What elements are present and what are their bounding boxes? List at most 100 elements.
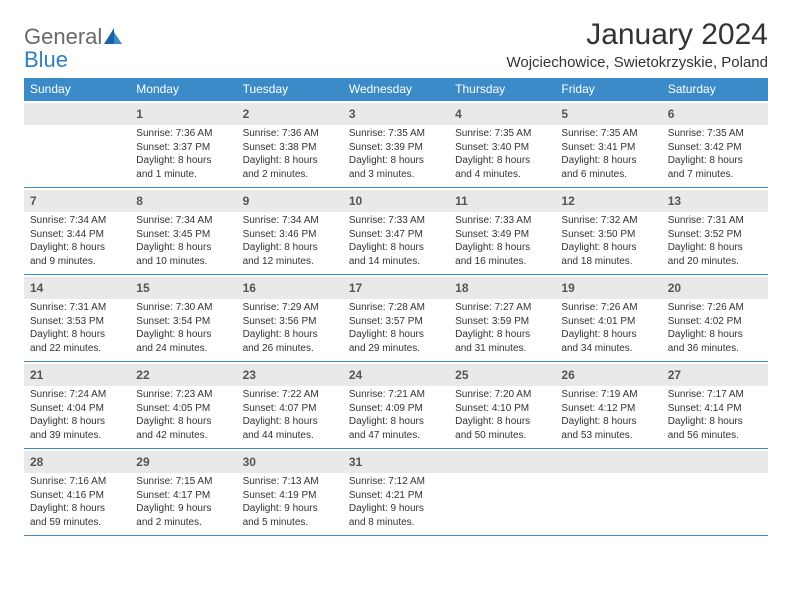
day-cell: 20Sunrise: 7:26 AMSunset: 4:02 PMDayligh…	[662, 275, 768, 361]
day-detail-ss: Sunset: 4:05 PM	[136, 402, 230, 416]
day-cell: 13Sunrise: 7:31 AMSunset: 3:52 PMDayligh…	[662, 188, 768, 274]
day-detail-sr: Sunrise: 7:26 AM	[561, 301, 655, 315]
day-detail-sr: Sunrise: 7:21 AM	[349, 388, 443, 402]
day-cell: 28Sunrise: 7:16 AMSunset: 4:16 PMDayligh…	[24, 449, 130, 535]
day-detail-dl2: and 7 minutes.	[668, 168, 762, 182]
day-number: 20	[668, 281, 681, 295]
day-cell: 23Sunrise: 7:22 AMSunset: 4:07 PMDayligh…	[237, 362, 343, 448]
day-detail-dl2: and 56 minutes.	[668, 429, 762, 443]
day-detail-dl1: Daylight: 8 hours	[455, 415, 549, 429]
day-number: 8	[136, 194, 143, 208]
day-number-bar: 10	[343, 190, 449, 212]
day-number-bar-empty	[449, 451, 555, 473]
dayhead-sun: Sunday	[24, 78, 130, 101]
day-detail-dl2: and 3 minutes.	[349, 168, 443, 182]
day-detail-ss: Sunset: 4:07 PM	[243, 402, 337, 416]
day-number: 24	[349, 368, 362, 382]
day-detail-dl2: and 9 minutes.	[30, 255, 124, 269]
day-cell: 7Sunrise: 7:34 AMSunset: 3:44 PMDaylight…	[24, 188, 130, 274]
day-number-bar: 13	[662, 190, 768, 212]
day-cell: 14Sunrise: 7:31 AMSunset: 3:53 PMDayligh…	[24, 275, 130, 361]
day-detail-ss: Sunset: 3:38 PM	[243, 141, 337, 155]
day-detail-ss: Sunset: 3:52 PM	[668, 228, 762, 242]
day-header-row: Sunday Monday Tuesday Wednesday Thursday…	[24, 78, 768, 101]
day-detail-dl2: and 1 minute.	[136, 168, 230, 182]
day-detail-sr: Sunrise: 7:17 AM	[668, 388, 762, 402]
day-detail-ss: Sunset: 4:09 PM	[349, 402, 443, 416]
day-number-bar-empty	[24, 103, 130, 125]
day-number: 7	[30, 194, 37, 208]
week-row: 7 Sunrise: 7:34 AM Sunset: 3:44 PM Daylight…	[24, 188, 768, 275]
day-number-bar: 31	[343, 451, 449, 473]
day-detail-dl2: and 2 minutes.	[136, 516, 230, 530]
day-number: 1	[136, 107, 143, 121]
dayhead-thu: Thursday	[449, 78, 555, 101]
day-detail-dl1: Daylight: 8 hours	[561, 328, 655, 342]
day-number: 9	[243, 194, 250, 208]
logo-sail-icon	[104, 28, 122, 49]
day-detail-dl1: Daylight: 9 hours	[243, 502, 337, 516]
day-detail-dl1: Daylight: 8 hours	[455, 328, 549, 342]
day-detail-dl2: and 34 minutes.	[561, 342, 655, 356]
day-detail-dl1: Daylight: 8 hours	[561, 241, 655, 255]
day-cell: 27Sunrise: 7:17 AMSunset: 4:14 PMDayligh…	[662, 362, 768, 448]
day-number-bar: 21	[24, 364, 130, 386]
day-detail-dl1: Daylight: 8 hours	[243, 154, 337, 168]
day-number: 19	[561, 281, 574, 295]
header: General Blue January 2024 Wojciechowice,…	[24, 18, 768, 72]
day-detail-ss: Sunset: 3:53 PM	[30, 315, 124, 329]
day-number: 16	[243, 281, 256, 295]
calendar-grid: Sunday Monday Tuesday Wednesday Thursday…	[24, 78, 768, 536]
day-cell: 10Sunrise: 7:33 AMSunset: 3:47 PMDayligh…	[343, 188, 449, 274]
day-detail-dl1: Daylight: 8 hours	[349, 241, 443, 255]
month-title: January 2024	[507, 18, 769, 52]
dayhead-tue: Tuesday	[237, 78, 343, 101]
day-number-bar-empty	[662, 451, 768, 473]
day-detail-sr: Sunrise: 7:30 AM	[136, 301, 230, 315]
day-detail-ss: Sunset: 3:45 PM	[136, 228, 230, 242]
day-detail-sr: Sunrise: 7:31 AM	[668, 214, 762, 228]
day-cell: 21Sunrise: 7:24 AMSunset: 4:04 PMDayligh…	[24, 362, 130, 448]
day-detail-sr: Sunrise: 7:27 AM	[455, 301, 549, 315]
day-detail-ss: Sunset: 3:41 PM	[561, 141, 655, 155]
week-row: 21Sunrise: 7:24 AMSunset: 4:04 PMDayligh…	[24, 362, 768, 449]
day-detail-ss: Sunset: 3:44 PM	[30, 228, 124, 242]
week-row: 1Sunrise: 7:36 AMSunset: 3:37 PMDaylight…	[24, 101, 768, 188]
logo: General Blue	[24, 18, 122, 72]
day-number: 23	[243, 368, 256, 382]
day-detail-dl1: Daylight: 8 hours	[349, 154, 443, 168]
day-detail-dl2: and 24 minutes.	[136, 342, 230, 356]
day-number-bar: 26	[555, 364, 661, 386]
day-number-bar: 28	[24, 451, 130, 473]
day-number: 18	[455, 281, 468, 295]
day-cell-empty	[555, 449, 661, 535]
day-detail-ss: Sunset: 4:10 PM	[455, 402, 549, 416]
day-number-bar: 2	[237, 103, 343, 125]
day-number-bar: 3	[343, 103, 449, 125]
day-detail-dl1: Daylight: 8 hours	[668, 415, 762, 429]
day-detail-sr: Sunrise: 7:24 AM	[30, 388, 124, 402]
day-detail-dl1: Daylight: 8 hours	[455, 241, 549, 255]
day-detail-dl1: Daylight: 8 hours	[30, 415, 124, 429]
day-cell-empty	[449, 449, 555, 535]
day-detail-ss: Sunset: 3:49 PM	[455, 228, 549, 242]
day-detail-sr: Sunrise: 7:19 AM	[561, 388, 655, 402]
day-detail-ss: Sunset: 3:40 PM	[455, 141, 549, 155]
day-cell-empty	[662, 449, 768, 535]
day-cell: 24Sunrise: 7:21 AMSunset: 4:09 PMDayligh…	[343, 362, 449, 448]
day-number: 13	[668, 194, 681, 208]
day-number: 5	[561, 107, 568, 121]
day-number: 26	[561, 368, 574, 382]
day-detail-ss: Sunset: 3:56 PM	[243, 315, 337, 329]
day-detail-dl2: and 18 minutes.	[561, 255, 655, 269]
day-number: 30	[243, 455, 256, 469]
day-cell: 30Sunrise: 7:13 AMSunset: 4:19 PMDayligh…	[237, 449, 343, 535]
calendar-page: General Blue January 2024 Wojciechowice,…	[0, 0, 792, 536]
day-detail-dl1: Daylight: 8 hours	[243, 415, 337, 429]
day-detail-sr: Sunrise: 7:34 AM	[136, 214, 230, 228]
day-detail-dl1: Daylight: 8 hours	[136, 328, 230, 342]
day-detail-sr: Sunrise: 7:35 AM	[349, 127, 443, 141]
dayhead-mon: Monday	[130, 78, 236, 101]
day-detail-dl1: Daylight: 8 hours	[243, 241, 337, 255]
day-detail-dl1: Daylight: 8 hours	[136, 241, 230, 255]
